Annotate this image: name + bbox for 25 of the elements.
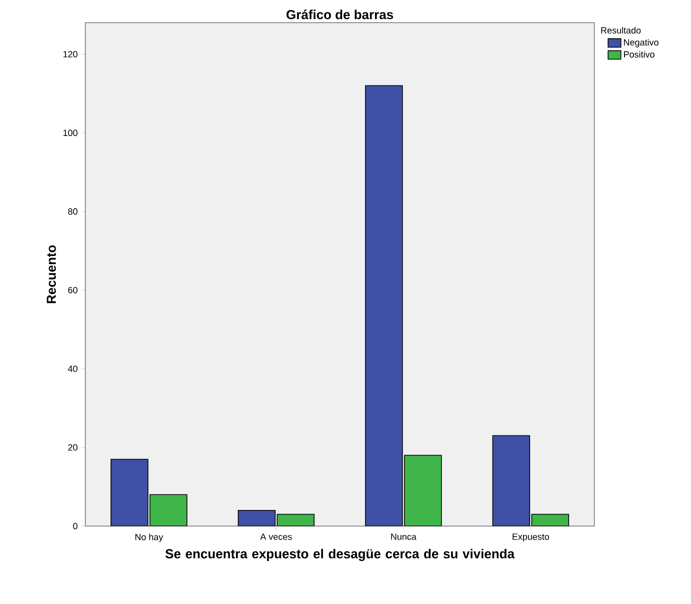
legend-title: Resultado [601,26,641,34]
y-tick-label: 60 [68,286,78,294]
x-tick-label: Nunca [391,533,416,540]
x-axis-title: Se encuentra expuesto el desagüe cerca de su vivienda [165,548,515,561]
bar [277,514,314,526]
y-tick-label: 20 [68,444,78,450]
chart-title: Gráfico de barras [286,9,394,20]
legend-label: Negativo [624,38,658,48]
y-tick-label: 80 [68,208,78,215]
bar [531,514,570,526]
y-tick-label: 120 [63,50,78,58]
bar [404,454,442,526]
bar [110,458,148,526]
y-tick-label: 40 [68,365,78,372]
bar [365,85,403,526]
y-tick-label: 100 [63,130,78,136]
bar [238,510,276,526]
bar [150,494,188,526]
y-tick-label: 0 [73,522,78,530]
x-tick-label: No hay [135,533,164,542]
bar [492,435,530,526]
legend-label: Positivo [624,50,654,58]
x-tick-label: A veces [260,533,292,540]
x-tick-label: Expuesto [512,533,550,542]
y-axis-title: Recuento [46,245,56,304]
